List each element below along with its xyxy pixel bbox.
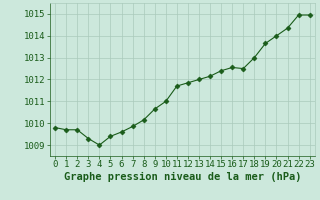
X-axis label: Graphe pression niveau de la mer (hPa): Graphe pression niveau de la mer (hPa) [64, 172, 301, 182]
